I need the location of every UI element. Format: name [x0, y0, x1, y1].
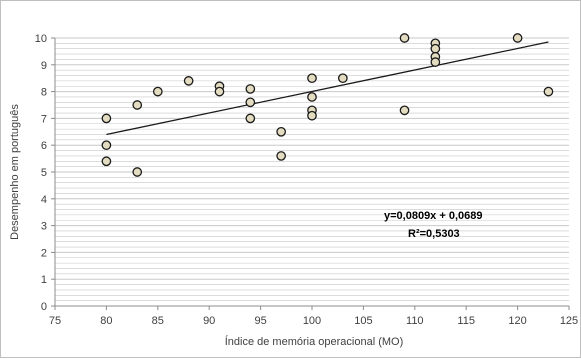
y-tick-label: 7 — [41, 113, 47, 125]
data-point — [101, 113, 112, 124]
tick-labels: 75 80 85 90 95 100 105 110 115 120 125 0 1 2 3 4 5 6 7 8 9 10 — [35, 33, 578, 327]
x-tick-label: 125 — [560, 315, 578, 327]
r-squared-annotation: R²=0,5303 — [408, 228, 460, 240]
data-point — [152, 86, 163, 97]
data-point — [245, 84, 256, 94]
data-point — [307, 110, 317, 121]
data-point — [399, 105, 410, 116]
x-tick-label: 75 — [49, 315, 61, 327]
equation-annotation: y=0,0809x + 0,0689 — [384, 210, 482, 222]
y-tick-label: 8 — [41, 87, 47, 99]
y-tick-label: 4 — [41, 194, 47, 206]
data-points — [101, 33, 554, 177]
data-point — [214, 86, 225, 97]
x-tick-label: 120 — [508, 315, 526, 327]
y-tick-label: 5 — [41, 167, 47, 179]
y-tick-label: 3 — [41, 221, 47, 233]
x-tick-label: 100 — [303, 315, 321, 327]
data-point — [245, 97, 256, 108]
trendline — [106, 41, 549, 136]
data-point — [430, 57, 441, 67]
data-point — [101, 156, 112, 167]
data-point — [543, 86, 554, 97]
y-tick-label: 1 — [41, 274, 47, 286]
y-tick-label: 2 — [41, 247, 47, 259]
data-point — [276, 151, 287, 161]
data-point — [132, 167, 143, 177]
data-point — [512, 33, 523, 43]
x-tick-label: 90 — [203, 315, 215, 327]
x-tick-label: 95 — [254, 315, 266, 327]
axes — [51, 37, 570, 310]
data-point — [337, 73, 348, 84]
data-point — [430, 43, 441, 54]
y-tick-label: 9 — [41, 60, 47, 72]
data-point — [183, 76, 194, 86]
y-tick-label: 0 — [41, 301, 47, 313]
data-point — [101, 140, 112, 151]
x-tick-label: 115 — [457, 315, 475, 327]
data-point — [276, 126, 287, 137]
data-point — [399, 33, 410, 43]
y-axis-title: Desempenho em português — [9, 104, 21, 240]
x-tick-label: 105 — [354, 315, 372, 327]
x-tick-label: 85 — [152, 315, 164, 327]
data-point — [307, 73, 317, 84]
data-point — [307, 92, 317, 102]
y-tick-label: 6 — [41, 140, 47, 152]
x-tick-label: 80 — [100, 315, 112, 327]
x-axis-title: Índice de memória operacional (MO) — [225, 335, 404, 348]
data-point — [245, 113, 256, 124]
data-point — [132, 100, 143, 110]
x-tick-label: 110 — [406, 315, 424, 327]
grid-lines — [55, 37, 569, 301]
y-tick-label: 10 — [35, 33, 47, 45]
